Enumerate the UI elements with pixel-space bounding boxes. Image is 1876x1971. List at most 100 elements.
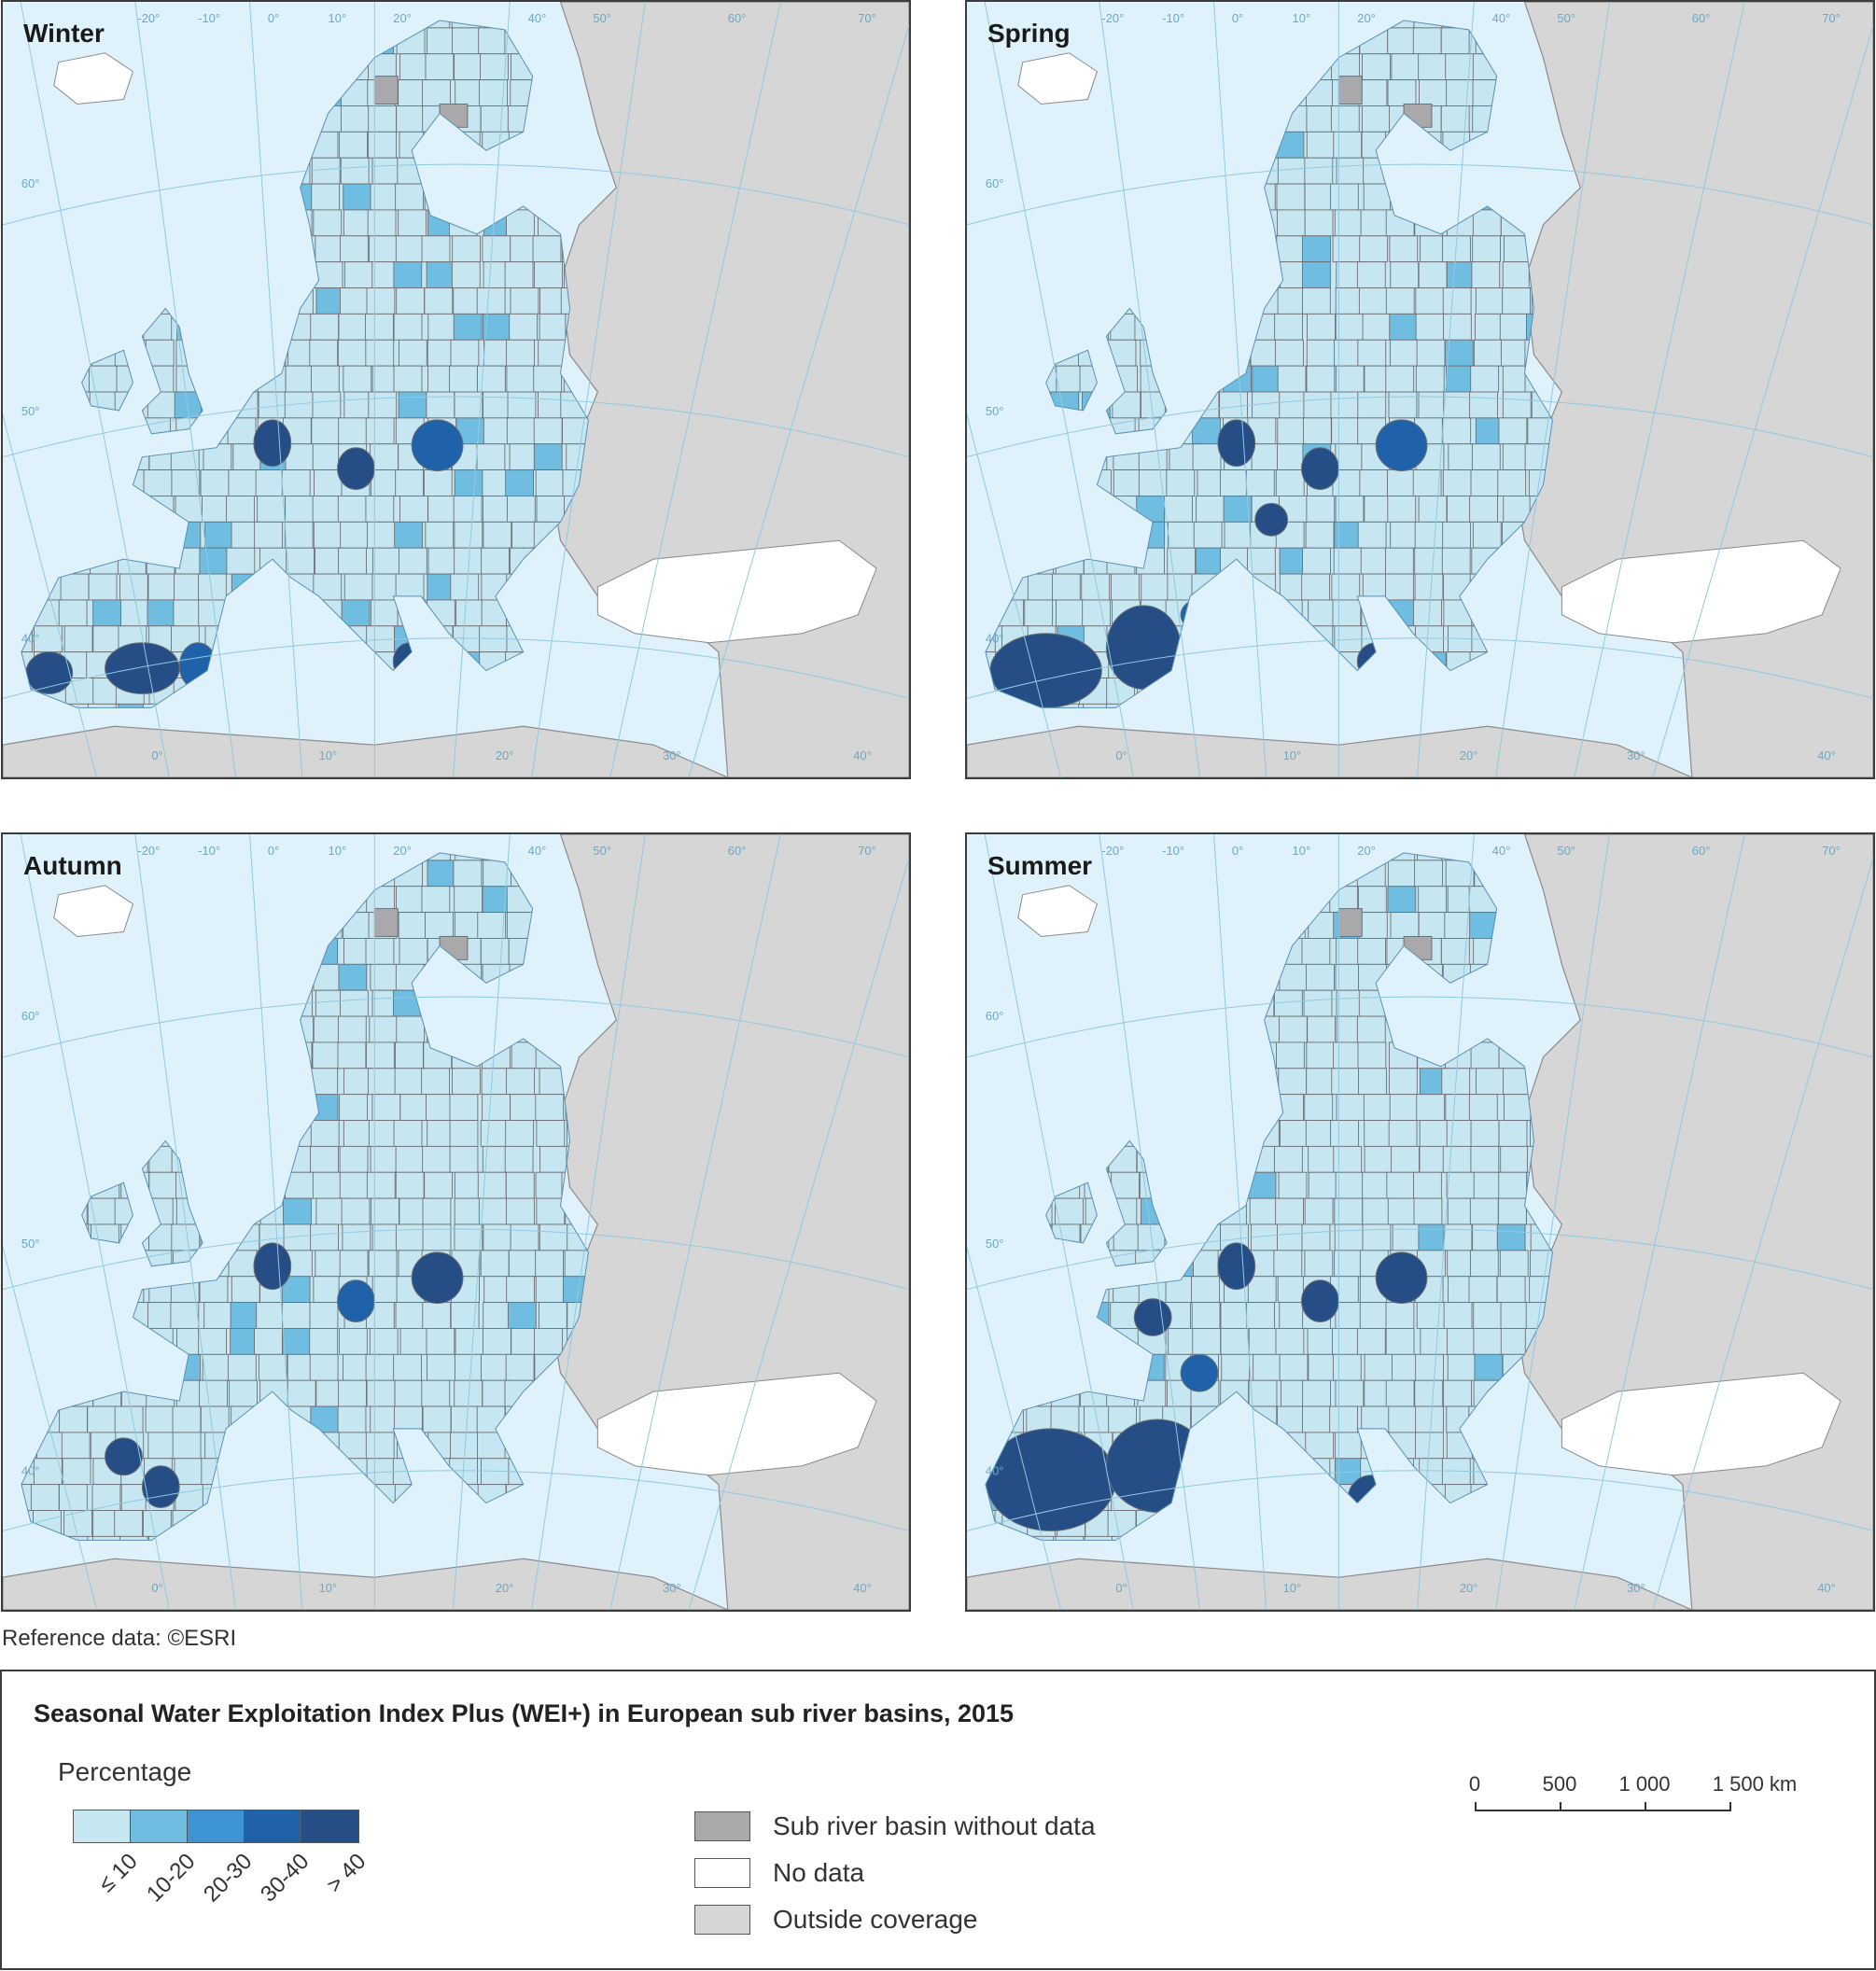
sub-basin (61, 1432, 91, 1460)
graticule-top-label: -10° (1162, 844, 1184, 858)
parallel-line (967, 163, 1873, 226)
sub-basin (1474, 1353, 1504, 1381)
sub-basin (1356, 261, 1386, 288)
sub-basin (1330, 391, 1360, 419)
sub-basin (422, 1197, 452, 1225)
scale-bar-line (1475, 1810, 1730, 1811)
sub-basin (258, 1353, 287, 1381)
sub-basin (506, 1197, 535, 1225)
sub-basin (1498, 417, 1528, 445)
sub-basin (370, 963, 399, 991)
sub-basin (1357, 521, 1387, 549)
sub-basin (1391, 1145, 1420, 1173)
map-winter: -20° -10° 0° 10° 20° 40° 50° 60° 70° 0° 10° 20° 30° 4… (3, 2, 909, 777)
graticule-top-label: 10° (329, 844, 347, 858)
sub-basin (1219, 469, 1249, 496)
sub-basin (1329, 183, 1359, 211)
sub-basin (1361, 1405, 1391, 1433)
sub-basin (1279, 391, 1309, 419)
sub-basin (371, 1197, 399, 1225)
sub-basin (398, 391, 427, 419)
sub-basin (450, 339, 480, 367)
ramp-swatch-1 (74, 1810, 131, 1842)
legend-title: Seasonal Water Exploitation Index Plus (… (34, 1699, 1015, 1727)
parallel-line (3, 996, 909, 1058)
north-africa-land (3, 1558, 729, 1610)
sub-basin (1358, 287, 1388, 315)
sub-basin (1500, 1328, 1530, 1355)
sub-basin (425, 912, 454, 939)
sub-basin (1024, 599, 1054, 627)
sub-basin (365, 938, 395, 965)
sub-basin (1308, 1171, 1337, 1199)
sub-basin (1418, 886, 1448, 914)
sub-basin (226, 496, 255, 523)
sub-basin (171, 1223, 201, 1251)
parallel-line (3, 637, 909, 699)
sub-basin (369, 1015, 399, 1043)
sub-basin (312, 1041, 342, 1069)
coastline (985, 852, 1553, 1541)
sub-basin (1221, 1353, 1251, 1381)
sub-basin (483, 391, 511, 419)
sub-basin (147, 1432, 177, 1460)
sub-basin (1275, 339, 1304, 367)
sub-basin (564, 1250, 589, 1278)
map-panel-summer: -20° -10° 0° 10° 20° 40° 50° 60° 70° 0° 10° 20° 30° 4… (965, 832, 1875, 1612)
sub-basin (119, 573, 148, 601)
graticule-lat-label: 60° (986, 176, 1004, 190)
sub-basin (422, 1145, 452, 1173)
sub-basin (536, 1120, 566, 1147)
high-wei-basin (253, 419, 292, 468)
sub-basin (427, 313, 457, 341)
sub-basin (1329, 1405, 1358, 1433)
graticule-top-label: -10° (198, 11, 220, 25)
sub-basin (1469, 1197, 1499, 1225)
sub-basin (1415, 313, 1445, 341)
sub-basin (535, 1094, 565, 1121)
sub-basin (227, 1353, 257, 1381)
graticule-lat-label: 60° (21, 176, 40, 190)
sub-basin (1385, 547, 1414, 575)
graticule-lat-label: 40° (21, 1464, 40, 1478)
sub-basin (1026, 1405, 1056, 1433)
sub-basin (449, 1120, 479, 1147)
sub-basin (399, 53, 428, 81)
meridian-line (609, 2, 781, 777)
sub-basin (255, 469, 285, 496)
meridian-line (967, 412, 1062, 777)
meridian-line (453, 2, 511, 777)
sub-basin (1305, 1120, 1335, 1147)
sub-basin (1443, 1379, 1472, 1407)
graticule (3, 834, 909, 1610)
graticule-bottom-label: 10° (1283, 1581, 1302, 1595)
sub-basin (1390, 521, 1419, 549)
sub-basin (366, 1041, 395, 1069)
sub-basin (1304, 157, 1334, 185)
sub-basin (399, 496, 428, 523)
sub-basin (395, 183, 424, 211)
sub-basin (172, 1432, 202, 1460)
graticule-bottom-label: 0° (1115, 1581, 1127, 1595)
legend-subtitle: Percentage (58, 1757, 192, 1786)
sub-basin (1335, 443, 1365, 471)
sub-basin (371, 599, 399, 627)
sub-basin (1196, 496, 1225, 523)
sub-basin (1302, 235, 1331, 263)
sub-basin (1306, 365, 1336, 393)
sub-basin (1470, 1145, 1500, 1173)
sub-basin (282, 1302, 311, 1329)
sub-basin (510, 1094, 539, 1121)
sub-basin (477, 1171, 507, 1199)
sub-basin (395, 1041, 424, 1069)
parallel-line (967, 1228, 1873, 1291)
sub-basin (371, 1276, 401, 1304)
sub-basin (1388, 1405, 1418, 1433)
coastline-ireland (81, 1181, 133, 1244)
sub-basin (343, 183, 372, 211)
sub-basin (1385, 1328, 1415, 1355)
sub-basin (1446, 1171, 1476, 1199)
sub-basin (1357, 886, 1387, 914)
sub-basin (1443, 1223, 1473, 1251)
graticule-top-label: 60° (728, 11, 747, 25)
